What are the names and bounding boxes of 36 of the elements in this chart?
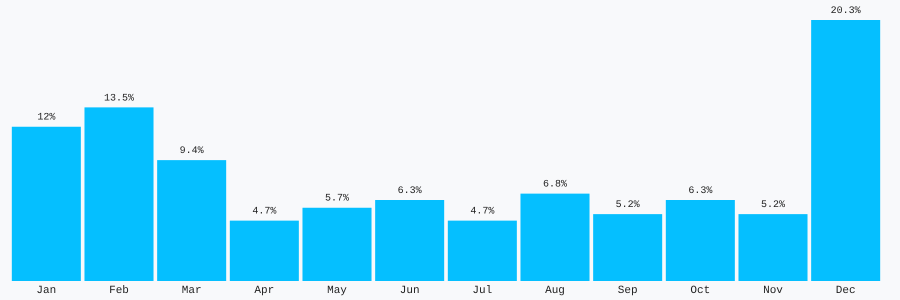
data-label: 6.8% — [542, 180, 568, 191]
x-tick-label: Feb — [109, 285, 129, 297]
data-label: 6.3% — [688, 186, 712, 197]
bar — [520, 194, 590, 281]
bar — [375, 200, 444, 281]
x-tick-label: Aug — [545, 285, 565, 297]
bar — [302, 208, 372, 281]
bar — [811, 20, 880, 281]
data-label: 5.7% — [324, 194, 350, 205]
data-label: 5.2% — [760, 200, 786, 212]
x-tick-label: Jan — [36, 285, 56, 297]
data-label: 13.5% — [104, 93, 134, 104]
bar — [738, 214, 808, 281]
data-label: 6.3% — [398, 186, 422, 197]
data-label: 12% — [37, 112, 56, 124]
bar — [230, 220, 299, 281]
x-tick-label: Mar — [182, 285, 202, 297]
bar — [448, 220, 517, 281]
x-tick-label: Sep — [618, 285, 638, 297]
bar — [593, 214, 662, 281]
x-tick-label: May — [327, 285, 348, 297]
data-label: 4.7% — [252, 206, 276, 218]
x-tick-label: Apr — [254, 285, 274, 297]
data-label: 5.2% — [616, 200, 640, 212]
x-tick-label: Jun — [400, 285, 420, 297]
x-tick-label: Jul — [472, 285, 492, 297]
x-tick-label: Oct — [690, 285, 710, 297]
data-label: 20.3% — [830, 6, 861, 17]
data-label: 9.4% — [180, 146, 204, 158]
bar — [12, 126, 81, 281]
x-tick-label: Nov — [763, 285, 784, 297]
bar — [666, 200, 735, 281]
bar — [157, 160, 226, 281]
bar — [84, 107, 154, 281]
x-tick-label: Dec — [836, 285, 856, 297]
data-label: 4.7% — [470, 206, 494, 218]
